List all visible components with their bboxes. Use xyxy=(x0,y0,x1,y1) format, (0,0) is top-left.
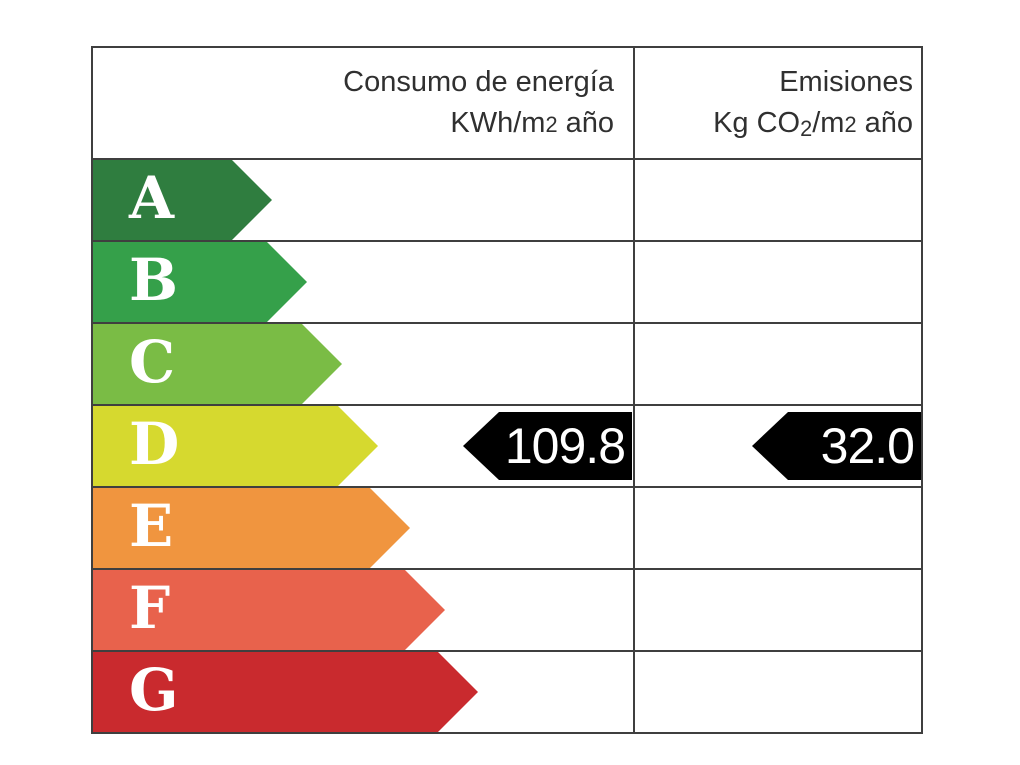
emissions-header-line1: Emisiones xyxy=(779,65,913,98)
rating-row-c: C xyxy=(93,322,921,404)
rating-arrow-e: E xyxy=(93,488,410,568)
rating-letter: B xyxy=(129,246,179,314)
rating-letter: G xyxy=(129,656,179,724)
consumption-header-line1: Consumo de energía xyxy=(343,65,614,98)
rating-row-a: A xyxy=(93,158,921,240)
rating-row-e: E xyxy=(93,486,921,568)
rating-row-g: G xyxy=(93,650,921,732)
squared-symbol: 2 xyxy=(545,112,558,137)
rating-letter: A xyxy=(129,164,175,232)
squared-symbol: 2 xyxy=(844,111,857,137)
co2-subscript: 2 xyxy=(800,115,813,141)
consumption-unit-suffix: año xyxy=(557,107,614,139)
consumption-indicator-arrow: 109.8 xyxy=(463,412,632,480)
rating-row-f: F xyxy=(93,568,921,650)
rating-letter: F xyxy=(129,574,171,642)
rating-arrow-d: D xyxy=(93,406,378,486)
rating-letter: E xyxy=(129,492,174,560)
rating-row-d: D xyxy=(93,404,921,486)
emissions-value: 32.0 xyxy=(820,418,915,474)
emissions-unit-text: Kg CO xyxy=(713,106,801,139)
emissions-unit-suffix: año xyxy=(856,106,913,139)
emissions-unit-mid: /m xyxy=(812,106,845,139)
consumption-value: 109.8 xyxy=(504,418,626,474)
emissions-column-header: Emisiones Kg CO2/m2 año xyxy=(635,48,921,158)
rating-arrow-b: B xyxy=(93,242,307,322)
table-header: Consumo de energía KWh/m2 año Emisiones … xyxy=(93,48,921,158)
rating-arrow-f: F xyxy=(93,570,445,650)
emissions-header-line2: Kg CO2/m2 año xyxy=(635,103,913,145)
rating-letter: D xyxy=(129,410,180,478)
rating-arrow-g: G xyxy=(93,652,478,732)
consumption-unit-text: KWh/m xyxy=(450,107,546,139)
rating-arrow-a: A xyxy=(93,160,272,240)
rating-letter: C xyxy=(129,328,176,396)
energy-rating-table: Consumo de energía KWh/m2 año Emisiones … xyxy=(91,46,923,734)
emissions-indicator-arrow: 32.0 xyxy=(752,412,921,480)
consumption-column-header: Consumo de energía KWh/m2 año xyxy=(93,48,633,158)
rating-arrow-c: C xyxy=(93,324,342,404)
consumption-header-line2: KWh/m2 año xyxy=(93,103,614,144)
column-divider xyxy=(633,48,635,732)
rating-row-b: B xyxy=(93,240,921,322)
